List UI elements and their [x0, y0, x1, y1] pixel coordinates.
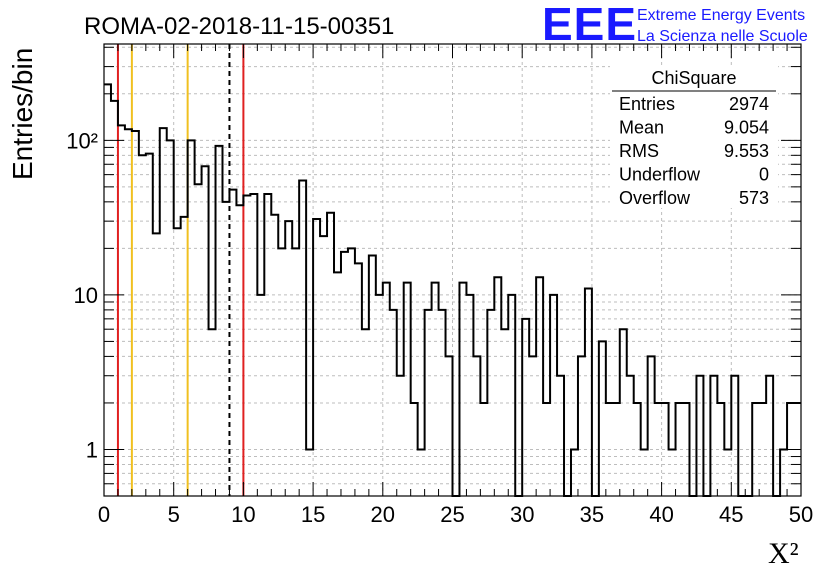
x-tick-label: 40 — [649, 502, 673, 527]
stats-label: RMS — [619, 141, 659, 161]
x-tick-label: 20 — [371, 502, 395, 527]
marker-lines — [116, 44, 245, 496]
stats-value: 0 — [759, 165, 769, 185]
x-axis-label: X² — [768, 537, 799, 570]
stats-value: 2974 — [729, 94, 769, 114]
stats-label: Overflow — [619, 188, 691, 208]
y-tick-label: 10² — [66, 128, 98, 153]
stats-label: Underflow — [619, 165, 701, 185]
logo-line1: Extreme Energy Events — [637, 7, 805, 24]
stats-title: ChiSquare — [651, 68, 736, 88]
stats-value: 9.553 — [724, 141, 769, 161]
x-tick-label: 45 — [719, 502, 743, 527]
y-tick-label: 1 — [86, 437, 98, 462]
logo-line2: La Scienza nelle Scuole — [637, 28, 808, 45]
logo-mark: EEE — [542, 0, 637, 50]
x-tick-label: 50 — [789, 502, 813, 527]
stats-value: 573 — [739, 188, 769, 208]
stats-label: Entries — [619, 94, 675, 114]
stats-value: 9.054 — [724, 118, 769, 138]
histogram-step-line — [104, 83, 801, 497]
stats-label: Mean — [619, 118, 664, 138]
x-tick-label: 30 — [510, 502, 534, 527]
stats-rows: Entries 2974 Mean 9.054 RMS 9.553 Underflow 0 Ov… — [619, 94, 769, 208]
x-tick-labels: 0 5 10 15 20 25 30 35 40 45 50 — [98, 502, 813, 527]
x-tick-label: 25 — [440, 502, 464, 527]
x-tick-label: 0 — [98, 502, 110, 527]
x-tick-label: 10 — [231, 502, 255, 527]
stats-background — [610, 66, 778, 208]
histogram — [104, 83, 801, 497]
axis-ticks — [103, 44, 802, 497]
chart-title: ROMA-02-2018-11-15-00351 — [84, 13, 394, 40]
y-tick-labels: 1 10 10² — [66, 128, 98, 462]
x-tick-label: 5 — [168, 502, 180, 527]
y-tick-label: 10 — [74, 283, 98, 308]
eee-logo: EEE Extreme Energy Events La Scienza nel… — [542, 0, 808, 50]
y-axis-label: Entries/bin — [7, 48, 38, 180]
stats-box: ChiSquare Entries 2974 Mean 9.054 RMS 9.553 Un… — [610, 66, 778, 208]
x-tick-label: 35 — [580, 502, 604, 527]
x-tick-label: 15 — [301, 502, 325, 527]
